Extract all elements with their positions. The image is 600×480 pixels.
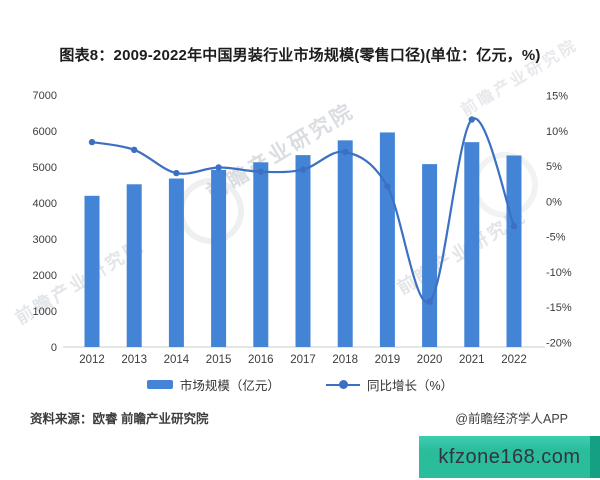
bar-2022 <box>506 155 522 347</box>
bar-2018 <box>337 140 353 347</box>
line-swatch-marker <box>338 380 348 389</box>
data-source-text: 资料来源：欧睿 前瞻产业研究院 <box>30 412 209 426</box>
bar-2015 <box>211 169 227 347</box>
x-axis-label: 2018 <box>332 354 358 366</box>
growth-marker-2021 <box>468 116 475 123</box>
legend-label-growth: 同比增长（%） <box>366 379 454 393</box>
legend-item-growth: 同比增长（%） <box>325 375 454 394</box>
y-left-tick-label: 5000 <box>33 162 57 174</box>
growth-marker-2016 <box>257 168 264 175</box>
growth-marker-2014 <box>173 169 180 177</box>
y-right-tick-label: -15% <box>546 302 572 314</box>
growth-marker-2022 <box>510 222 518 230</box>
bar-2014 <box>168 178 184 347</box>
x-axis-label: 2019 <box>375 354 401 366</box>
growth-marker-2018 <box>342 148 349 156</box>
x-axis-label: 2021 <box>459 354 485 366</box>
site-watermark-badge: kfzone168.com <box>419 436 600 478</box>
y-left-tick-label: 1000 <box>33 306 57 318</box>
y-right-tick-label: 15% <box>546 91 568 103</box>
growth-marker-2012 <box>88 138 96 146</box>
x-axis-label: 2013 <box>121 354 147 366</box>
x-axis-label: 2020 <box>417 354 443 366</box>
y-left-tick-label: 7000 <box>33 90 57 102</box>
legend-item-market-size: 市场规模（亿元） <box>146 375 280 394</box>
x-axis-label: 2017 <box>290 354 316 366</box>
y-left-tick-label: 2000 <box>33 270 57 282</box>
y-right-tick-label: 0% <box>546 196 562 208</box>
bar-2016 <box>253 162 269 347</box>
y-left-tick-label: 4000 <box>33 198 57 210</box>
growth-marker-2013 <box>131 146 138 153</box>
y-right-tick-label: 5% <box>546 161 562 173</box>
credit-text: @前瞻经济学人APP <box>455 412 568 426</box>
badge-edge <box>590 436 600 478</box>
y-right-tick-label: -5% <box>546 232 566 244</box>
bar-2019 <box>379 132 395 347</box>
bar-2017 <box>295 155 311 347</box>
growth-marker-2019 <box>384 183 391 190</box>
x-axis-label: 2012 <box>79 354 105 366</box>
legend-label-market-size: 市场规模（亿元） <box>179 379 280 393</box>
chart-legend: 市场规模（亿元） 同比增长（%） <box>0 375 600 394</box>
bar-2021 <box>464 142 480 347</box>
growth-marker-2015 <box>215 164 222 171</box>
badge-background <box>419 436 600 478</box>
growth-marker-2017 <box>299 166 307 173</box>
bar-2012 <box>84 195 100 347</box>
y-right-tick-label: -20% <box>546 338 572 350</box>
chart-title: 图表8：2009-2022年中国男装行业市场规模(零售口径)(单位：亿元，%) <box>59 47 541 64</box>
x-axis-label: 2022 <box>501 354 527 366</box>
bar-series-swatch <box>146 380 173 389</box>
bar-2020 <box>422 164 438 347</box>
badge-url-text: kfzone168.com <box>438 445 581 468</box>
y-right-tick-label: 10% <box>546 126 568 138</box>
line-series-swatch <box>325 380 360 389</box>
growth-marker-2020 <box>426 298 433 305</box>
y-left-tick-label: 3000 <box>33 234 57 246</box>
x-axis-label: 2016 <box>248 354 274 366</box>
y-left-tick-label: 0 <box>51 342 57 354</box>
x-axis-label: 2014 <box>164 354 190 366</box>
x-axis-label: 2015 <box>206 354 232 366</box>
y-right-tick-label: -10% <box>546 267 572 279</box>
y-left-tick-label: 6000 <box>33 126 57 138</box>
bar-2013 <box>126 184 142 347</box>
